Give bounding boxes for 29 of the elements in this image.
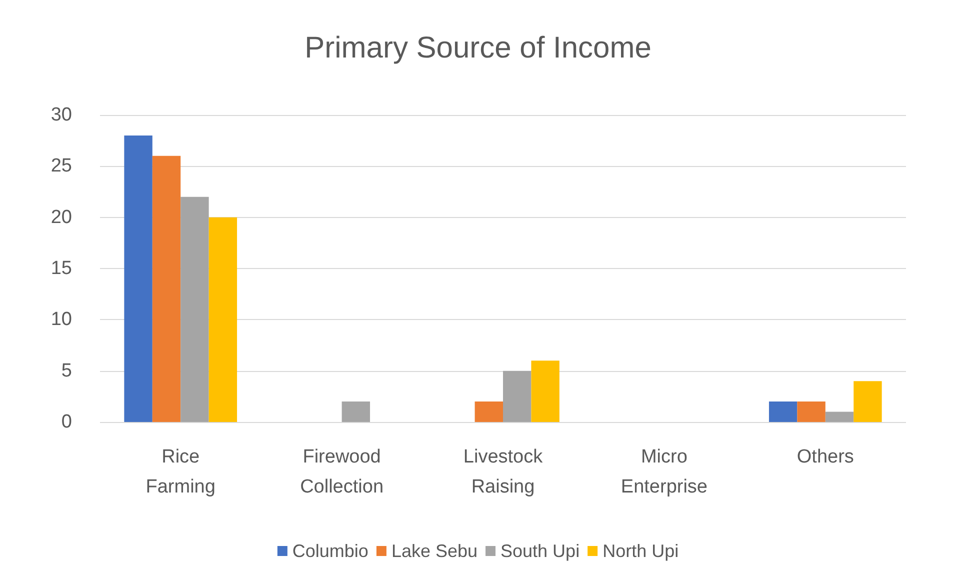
bar (152, 156, 181, 422)
y-tick-label: 15 (50, 258, 72, 279)
bar (768, 402, 798, 422)
bar (825, 412, 854, 422)
y-tick-label: 25 (50, 156, 72, 177)
bar (531, 360, 560, 422)
bar (503, 370, 532, 422)
bar (180, 196, 209, 422)
x-tick-label: Rice Farming (146, 446, 216, 498)
bar (342, 402, 370, 422)
bar (797, 402, 826, 422)
bar (208, 217, 238, 422)
y-tick-label: 0 (61, 412, 72, 432)
legend-label: Lake Sebu (391, 541, 478, 561)
x-tick-label: Firewood Collection (300, 446, 384, 498)
bar (124, 135, 152, 422)
chart-title: Primary Source of Income (304, 32, 652, 64)
y-tick-label: 10 (50, 309, 72, 330)
bar (474, 402, 503, 422)
legend-label: South Upi (500, 541, 580, 561)
y-tick-label: 30 (50, 104, 72, 126)
x-tick-label: Micro Enterprise (620, 446, 708, 498)
y-tick-label: 5 (61, 360, 72, 382)
legend-label: North Upi (602, 541, 679, 561)
y-tick-label: 20 (50, 206, 72, 228)
legend-label: Columbio (292, 541, 368, 561)
x-tick-label: Livestock Raising (463, 446, 544, 498)
bar (854, 381, 882, 422)
x-tick-label: Others (796, 446, 854, 468)
